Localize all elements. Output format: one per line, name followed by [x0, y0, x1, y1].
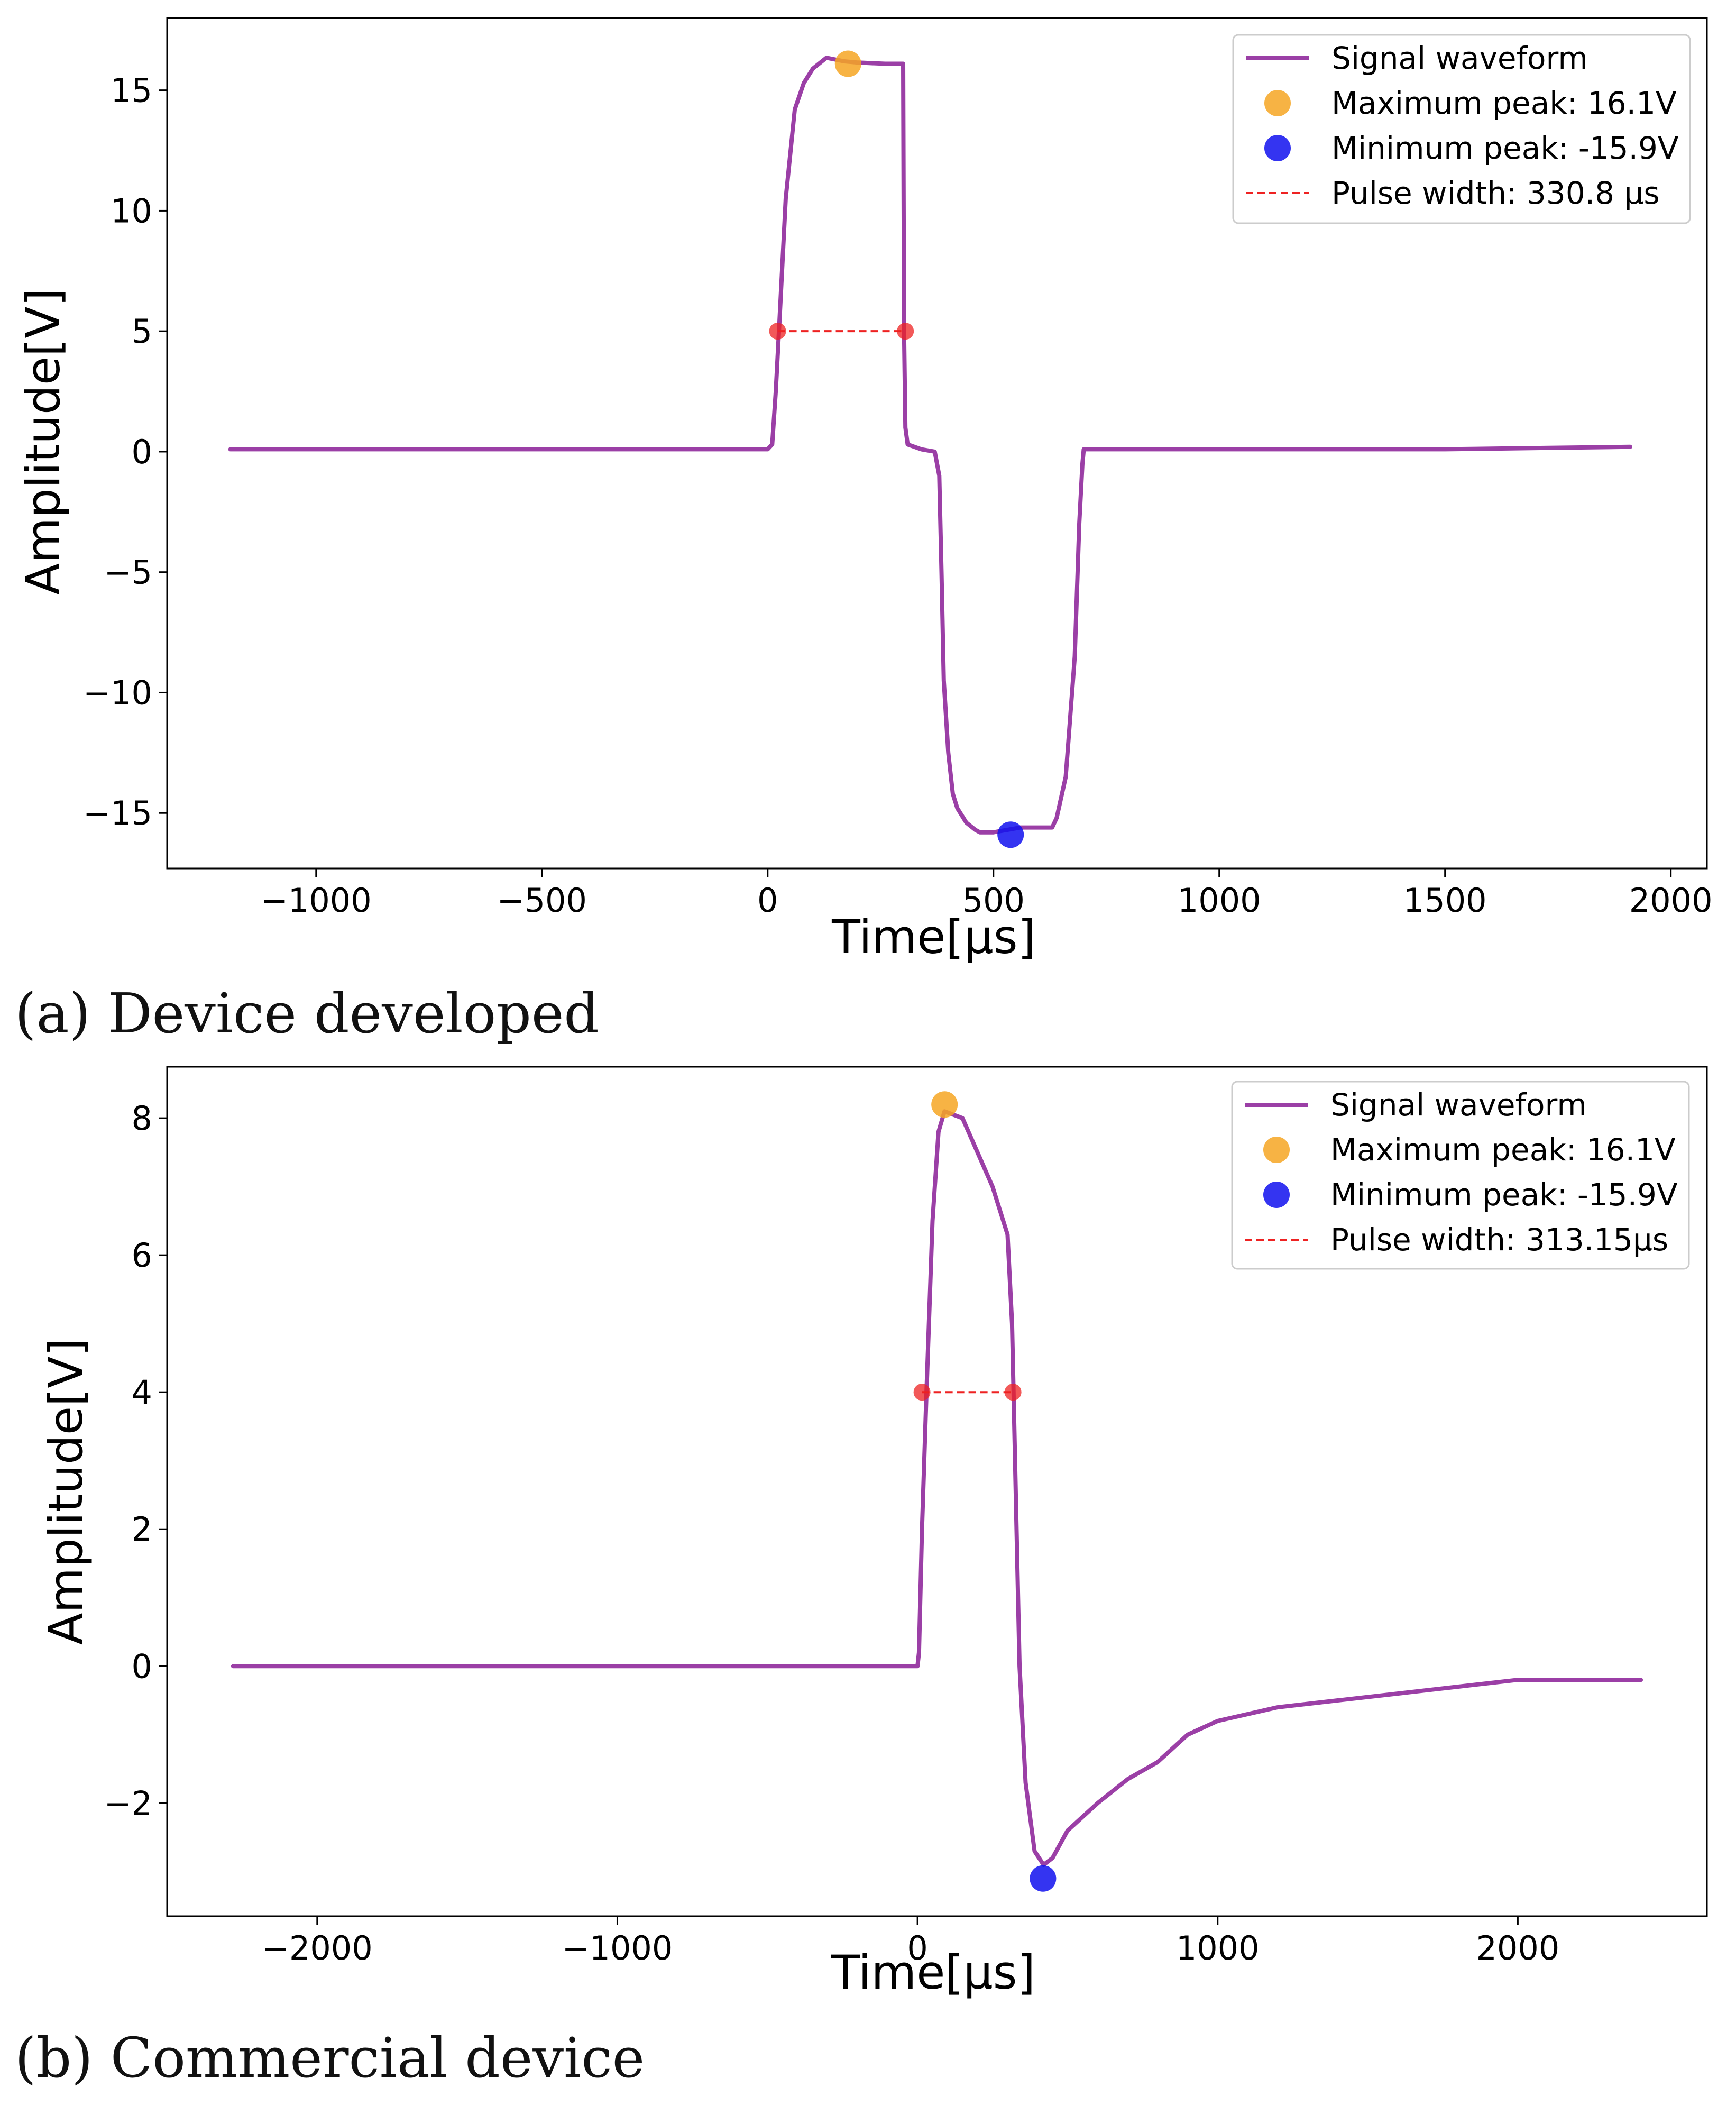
legend-entry-label: Maximum peak: 16.1V	[1331, 85, 1677, 121]
chart-svg-b: −2000 −1000 0 1000 2000 −2 0 2 4 6 8 Time[μs] Ampl…	[39, 1066, 1708, 2000]
x-tick-label: −1000	[562, 1929, 673, 1967]
pulse-start-point	[769, 323, 786, 340]
legend: Signal waveform Maximum peak: 16.1V Minimu…	[1231, 1081, 1690, 1270]
y-axis-title: Amplitude[V]	[39, 1338, 93, 1645]
signal-waveform-line	[228, 56, 1632, 835]
y-tick-label: 0	[132, 1647, 152, 1686]
min-peak-point	[1030, 1865, 1057, 1892]
legend: Signal waveform Maximum peak: 16.1V Minimu…	[1232, 34, 1691, 224]
x-tick-label: −1000	[261, 881, 372, 920]
x-tick-label: 0	[907, 1929, 927, 1967]
legend-entry-label: Minimum peak: -15.9V	[1331, 130, 1679, 166]
y-tick-label: 15	[111, 71, 152, 110]
pulse-end-point	[1004, 1384, 1022, 1401]
pulse-start-point	[913, 1384, 931, 1401]
y-tick-label: −15	[83, 794, 152, 832]
x-tick-label: 2000	[1629, 881, 1713, 920]
max-peak-point	[931, 1091, 958, 1118]
legend-entry-label: Maximum peak: 16.1V	[1330, 1132, 1676, 1168]
legend-min-peak-symbol	[1264, 135, 1291, 161]
x-tick-label: 1000	[1178, 881, 1261, 920]
legend-box	[1231, 1081, 1690, 1270]
legend-entry-label: Signal waveform	[1331, 40, 1588, 76]
y-tick-label: 8	[132, 1099, 152, 1138]
x-axis-title: Time[μs]	[831, 910, 1036, 964]
y-tick-label: −2	[104, 1784, 152, 1823]
y-tick-label: 5	[132, 312, 152, 351]
caption: (b) Commercial device	[15, 2026, 645, 2090]
chart-svg-a: −1000 −500 0 500 1000 1500 2000−15−10−5051015 …	[16, 17, 1713, 964]
y-tick-label: 10	[111, 191, 152, 230]
legend-min-peak-symbol	[1263, 1182, 1290, 1208]
chart-panel-b: −2000 −1000 0 1000 2000 −2 0 2 4 6 8 Time[μs] Ampl…	[0, 1052, 1736, 2105]
y-tick-label: 4	[132, 1373, 152, 1412]
y-tick-label: 0	[132, 433, 152, 471]
legend-entry-label: Pulse width: 330.8 μs	[1331, 175, 1660, 211]
x-tick-label: 0	[757, 881, 778, 920]
legend-max-peak-symbol	[1264, 90, 1291, 116]
x-tick-label: 500	[962, 881, 1025, 920]
min-peak-point	[997, 821, 1024, 848]
signal-waveform-line	[231, 1109, 1643, 1867]
plot-frame	[166, 1066, 1708, 1917]
y-tick-label: −5	[104, 553, 152, 592]
legend-entry-label: Minimum peak: -15.9V	[1330, 1177, 1678, 1213]
y-tick-label: 6	[132, 1236, 152, 1275]
max-peak-point	[834, 50, 861, 77]
legend-max-peak-symbol	[1263, 1137, 1290, 1163]
legend-entry-label: Signal waveform	[1330, 1087, 1587, 1123]
x-tick-label: 2000	[1476, 1929, 1559, 1967]
x-tick-label: −2000	[262, 1929, 373, 1967]
pulse-end-point	[897, 323, 914, 340]
y-axis-title: Amplitude[V]	[16, 288, 70, 595]
chart-panel-a: −1000 −500 0 500 1000 1500 2000 −15 −10 −5 0 5 10 15 …	[0, 0, 1736, 1052]
x-tick-label: −500	[497, 881, 587, 920]
x-axis-title: Time[μs]	[831, 1945, 1035, 2000]
caption: (a) Device developed	[15, 981, 599, 1046]
x-tick-label: 1000	[1176, 1929, 1260, 1967]
legend-box	[1232, 34, 1691, 224]
y-tick-label: 2	[132, 1510, 152, 1549]
x-tick-label: 1500	[1403, 881, 1487, 920]
plot-frame	[166, 17, 1708, 870]
y-tick-label: −10	[83, 673, 152, 712]
legend-entry-label: Pulse width: 313.15μs	[1330, 1222, 1668, 1258]
